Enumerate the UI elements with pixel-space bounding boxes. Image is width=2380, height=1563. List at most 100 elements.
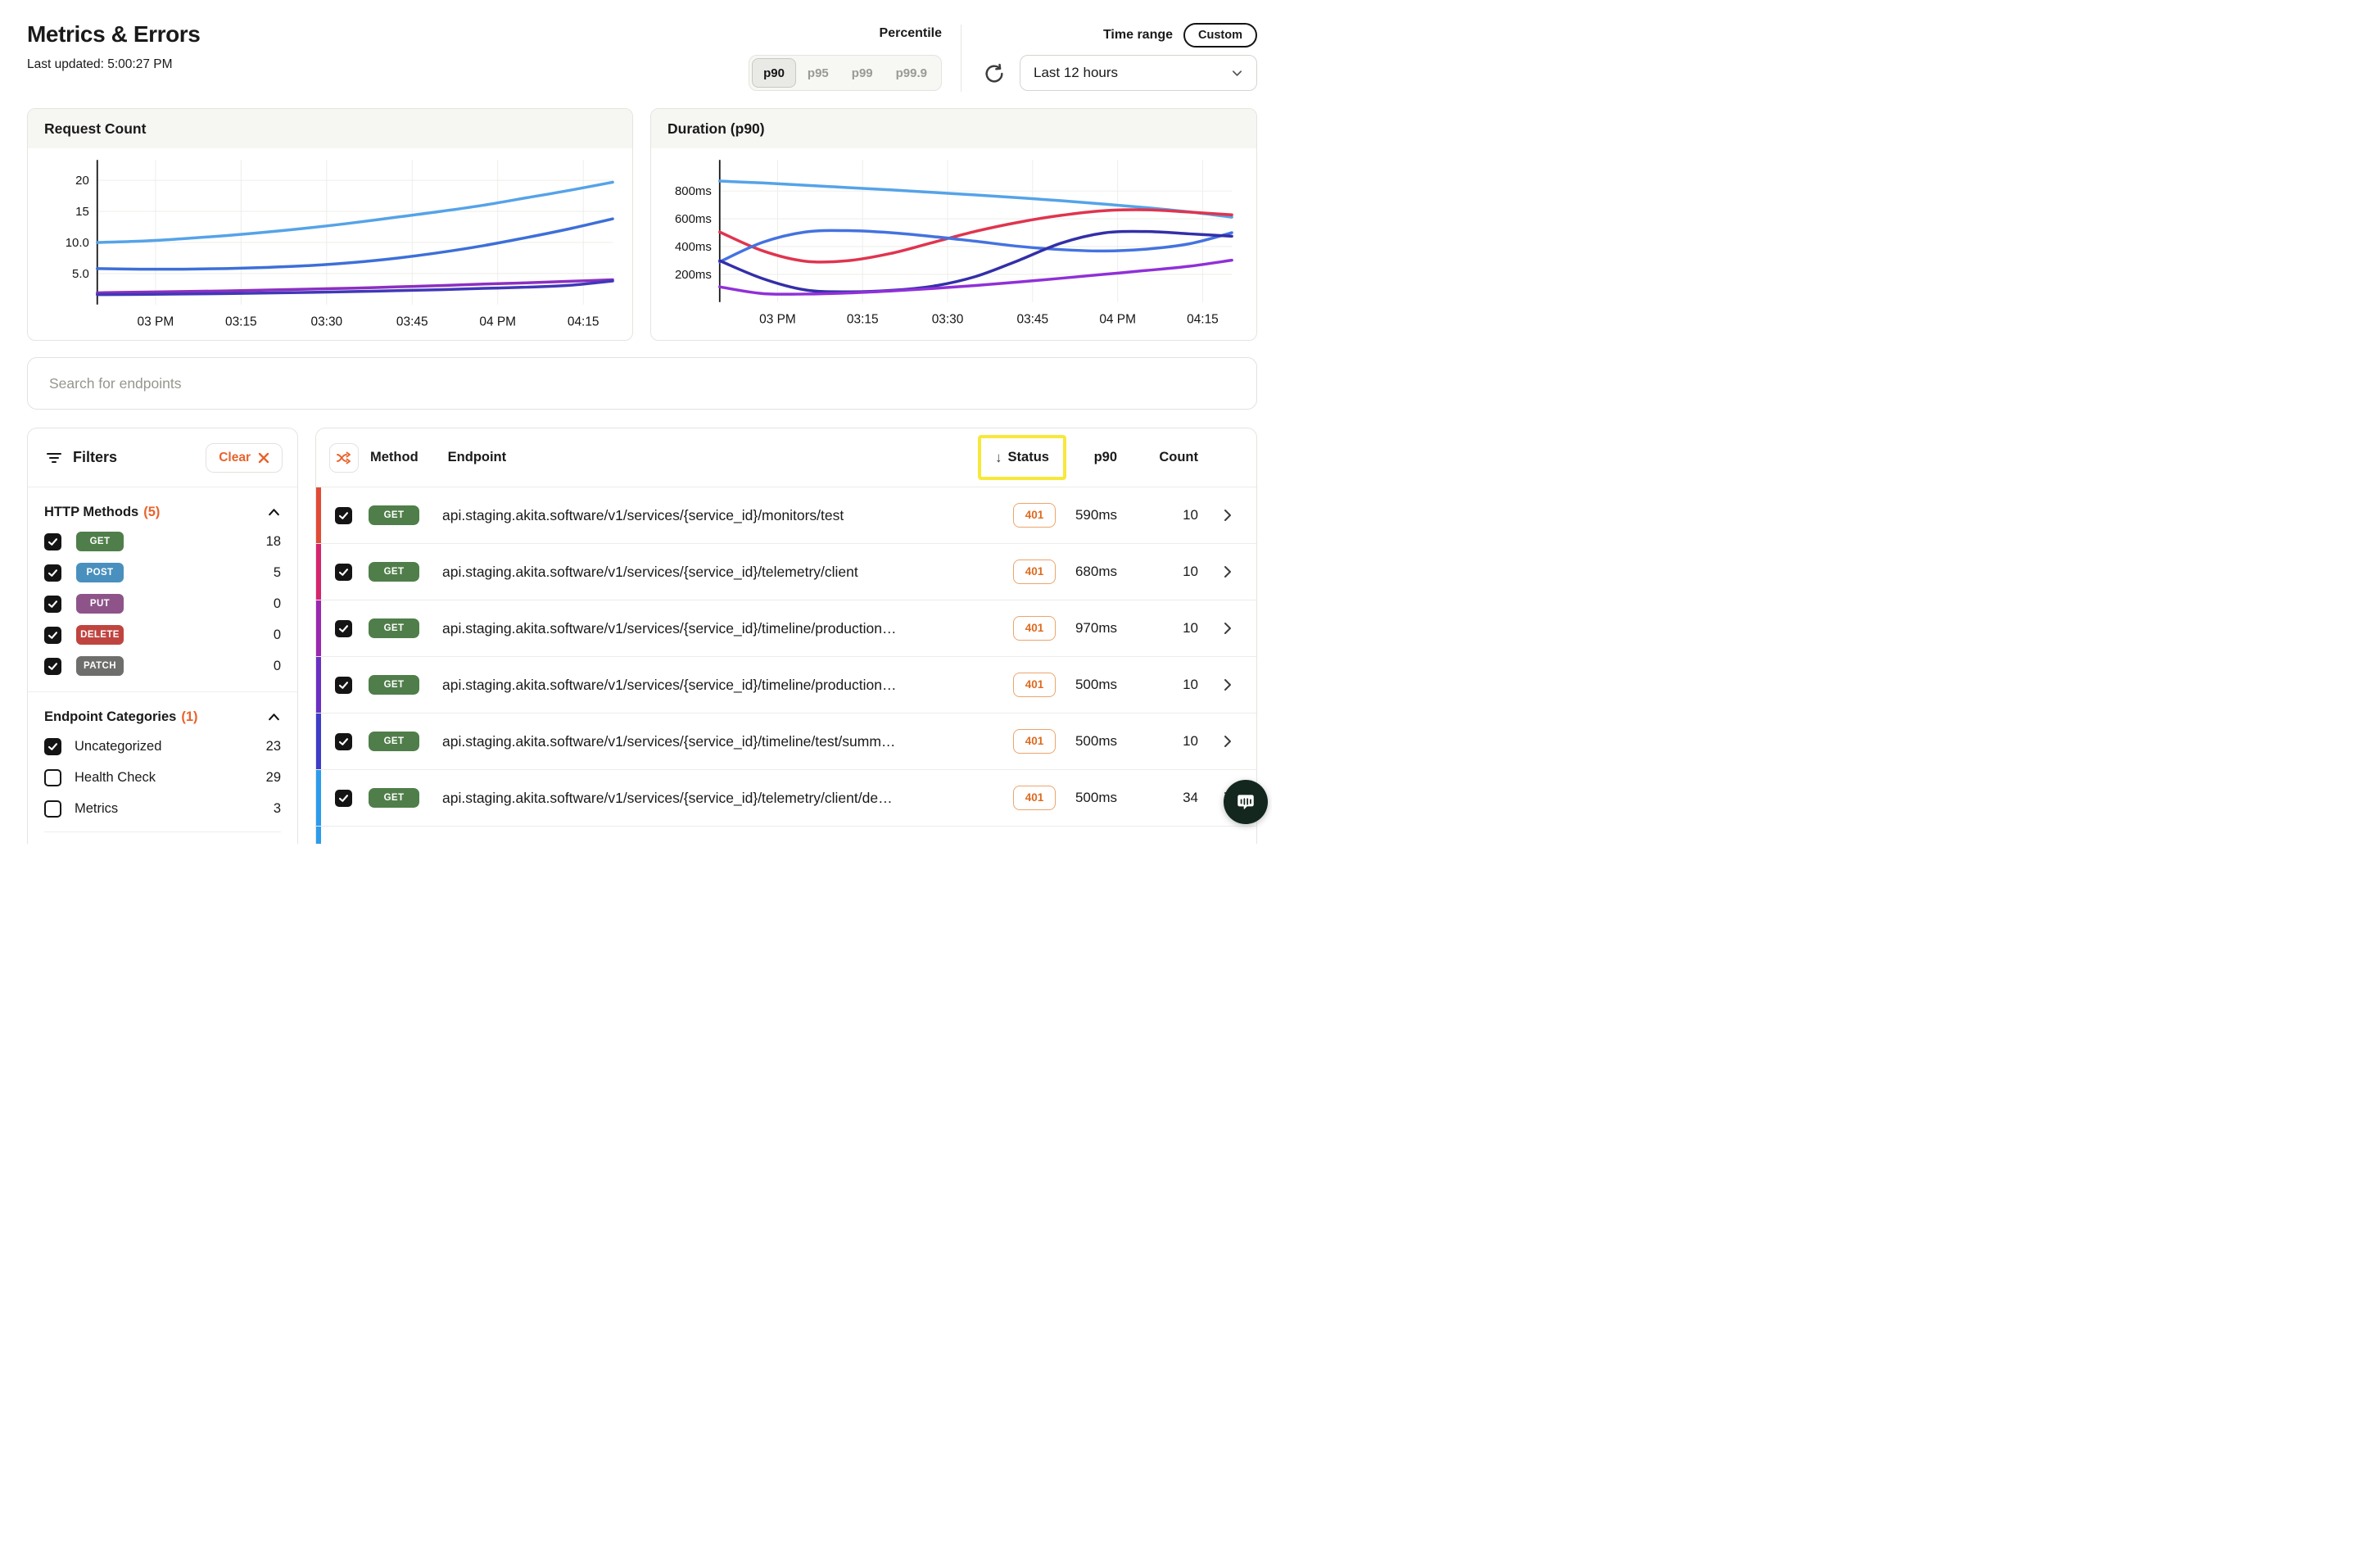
percentile-p95[interactable]: p95 [807,66,829,80]
checkbox[interactable] [44,800,61,818]
last-updated-text: Last updated: 5:00:27 PM [27,57,173,71]
percentile-p90[interactable]: p90 [752,58,796,88]
percentile-p99.9[interactable]: p99.9 [895,66,927,80]
row-checkbox[interactable] [335,789,352,807]
category-count: 29 [265,769,281,785]
endpoint-text: api.staging.akita.software/v1/services/{… [442,506,844,523]
endpoint-categories-title: Endpoint Categories [44,709,177,724]
svg-text:04 PM: 04 PM [479,315,516,329]
chevron-right-icon[interactable] [1219,507,1236,523]
row-color-bar [316,544,321,600]
chevron-up-icon[interactable] [267,710,281,724]
search-bar [27,357,1257,410]
row-checkbox[interactable] [335,676,352,694]
chevron-up-icon[interactable] [267,505,281,519]
p90-value: 680ms [1075,564,1117,579]
chevron-right-icon[interactable] [1219,677,1236,693]
method-count: 0 [273,658,281,673]
method-count: 0 [273,596,281,611]
chat-launcher-button[interactable] [1224,780,1268,824]
count-value: 10 [1183,507,1198,523]
chevron-right-icon[interactable] [1219,564,1236,580]
method-count: 0 [273,627,281,642]
row-checkbox[interactable] [335,563,352,581]
crossed-arrows-icon[interactable] [329,442,359,473]
http-methods-title: HTTP Methods [44,504,139,519]
endpoints-table: Method Endpoint ↓ Status p90 Count GET a… [315,428,1257,844]
svg-text:400ms: 400ms [675,240,712,254]
method-badge: PUT [76,594,124,614]
checkbox[interactable] [44,626,61,644]
row-checkbox[interactable] [335,506,352,524]
table-row[interactable]: GET [316,827,1256,844]
checkbox[interactable] [44,768,61,786]
status-badge: 401 [1013,616,1056,641]
chevron-right-icon[interactable] [1219,620,1236,637]
endpoint-categories-count: (1) [181,709,198,724]
row-color-bar [316,657,321,713]
checkbox[interactable] [44,657,61,675]
method-badge: DELETE [76,625,124,645]
p90-value: 500ms [1075,733,1117,749]
row-checkbox[interactable] [335,732,352,750]
table-row[interactable]: GET api.staging.akita.software/v1/servic… [316,770,1256,827]
count-value: 34 [1183,790,1198,805]
svg-text:15: 15 [75,205,89,219]
svg-text:20: 20 [75,174,89,188]
svg-text:03 PM: 03 PM [138,315,174,329]
table-row[interactable]: GET api.staging.akita.software/v1/servic… [316,487,1256,544]
http-method-filter-post: POST 5 [44,557,281,588]
filter-lines-icon [47,452,61,463]
table-row[interactable]: GET api.staging.akita.software/v1/servic… [316,714,1256,770]
request-count-title: Request Count [28,109,632,148]
time-range-row: Time range Custom [1103,23,1257,48]
checkbox[interactable] [44,564,61,582]
svg-text:600ms: 600ms [675,212,712,226]
table-row[interactable]: GET api.staging.akita.software/v1/servic… [316,544,1256,600]
checkbox[interactable] [44,595,61,613]
table-row[interactable]: GET api.staging.akita.software/v1/servic… [316,600,1256,657]
svg-text:03:15: 03:15 [847,313,879,327]
http-method-filter-patch: PATCH 0 [44,650,281,682]
p90-value: 500ms [1075,677,1117,692]
custom-range-button[interactable]: Custom [1183,23,1257,48]
filters-title: Filters [73,449,118,465]
row-color-bar [316,827,321,844]
method-badge: GET [369,788,419,808]
method-badge: GET [369,732,419,751]
checkbox[interactable] [44,532,61,550]
row-color-bar [316,600,321,656]
category-filter-health-check: Health Check 29 [44,762,281,793]
http-method-filter-delete: DELETE 0 [44,619,281,650]
percentile-p99[interactable]: p99 [851,66,873,80]
time-range-select[interactable]: Last 12 hours [1020,55,1257,91]
search-input[interactable] [27,357,1257,410]
time-range-label: Time range [1102,28,1174,42]
category-count: 3 [273,800,281,816]
method-badge: GET [369,618,419,638]
chat-bubble-icon [1238,795,1254,810]
svg-text:04:15: 04:15 [568,315,600,329]
method-badge: GET [369,505,419,525]
chevron-right-icon[interactable] [1219,733,1236,750]
table-row[interactable]: GET api.staging.akita.software/v1/servic… [316,657,1256,714]
refresh-icon[interactable] [983,62,1006,85]
row-checkbox[interactable] [335,619,352,637]
endpoint-text: api.staging.akita.software/v1/services/{… [442,732,896,750]
table-header: Method Endpoint ↓ Status p90 Count [316,428,1256,487]
p90-value: 500ms [1075,790,1117,805]
status-column-label: Status [1007,450,1049,464]
svg-text:5.0: 5.0 [72,267,89,281]
status-column-header-highlighted[interactable]: ↓ Status [978,435,1066,480]
checkbox[interactable] [44,737,61,755]
method-badge: GET [369,675,419,695]
endpoint-column-header: Endpoint [447,450,507,464]
row-color-bar [316,770,321,826]
svg-text:03 PM: 03 PM [759,313,796,327]
http-method-filter-get: GET 18 [44,526,281,557]
clear-filters-button[interactable]: Clear [206,442,283,473]
duration-chart: 03 PM 03:15 03:30 03:45 04 PM 04:15 800ms 600ms… [675,160,1233,327]
method-count: 18 [265,533,281,549]
svg-text:03:30: 03:30 [932,313,964,327]
svg-text:03:30: 03:30 [310,315,342,329]
